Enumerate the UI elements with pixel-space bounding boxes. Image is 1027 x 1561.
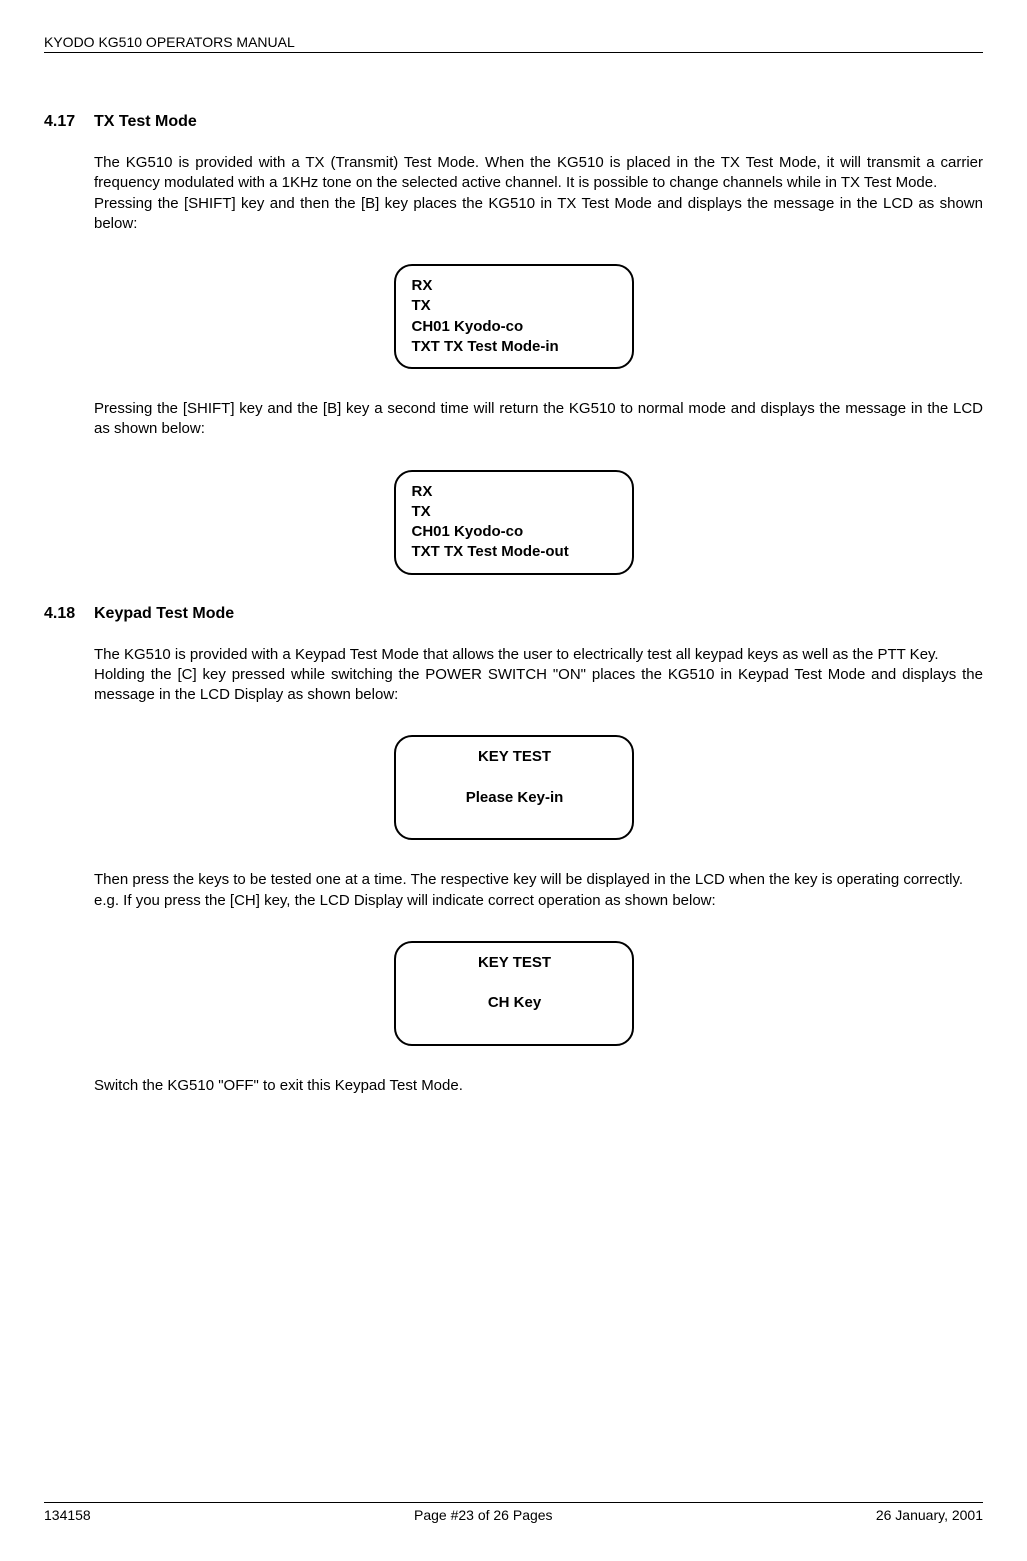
lcd-blank-line — [412, 808, 618, 828]
paragraph: Switch the KG510 "OFF" to exit this Keyp… — [94, 1076, 983, 1096]
lcd-display: RX TX CH01 Kyodo-co TXT TX Test Mode-out — [394, 470, 634, 575]
paragraph-text: Switch the KG510 "OFF" to exit this Keyp… — [94, 1077, 463, 1094]
section-number: 4.17 — [44, 113, 94, 131]
lcd-line: TXT TX Test Mode-out — [412, 542, 618, 562]
lcd-line: KEY TEST — [412, 747, 618, 767]
paragraph: The KG510 is provided with a Keypad Test… — [94, 645, 983, 706]
section-title: Keypad Test Mode — [94, 605, 234, 623]
lcd-line: TX — [412, 296, 618, 316]
paragraph: Then press the keys to be tested one at … — [94, 870, 983, 911]
lcd-line: RX — [412, 276, 618, 296]
lcd-blank-line — [412, 1014, 618, 1034]
footer-doc-id: 134158 — [44, 1507, 91, 1523]
section-heading-418: 4.18 Keypad Test Mode — [44, 605, 983, 623]
lcd-line: RX — [412, 482, 618, 502]
footer-page-number: Page #23 of 26 Pages — [414, 1507, 553, 1523]
footer-row: 134158 Page #23 of 26 Pages 26 January, … — [44, 1507, 983, 1523]
lcd-display: KEY TEST CH Key — [394, 941, 634, 1046]
section-title: TX Test Mode — [94, 113, 197, 131]
paragraph-text: Pressing the [SHIFT] key and the [B] key… — [94, 400, 983, 437]
lcd-line: CH01 Kyodo-co — [412, 317, 618, 337]
lcd-line: CH01 Kyodo-co — [412, 522, 618, 542]
page-content: KYODO KG510 OPERATORS MANUAL 4.17 TX Tes… — [0, 0, 1027, 1096]
paragraph-text: e.g. If you press the [CH] key, the LCD … — [94, 892, 716, 909]
footer-rule — [44, 1502, 983, 1503]
lcd-line: Please Key-in — [412, 788, 618, 808]
lcd-line: TXT TX Test Mode-in — [412, 337, 618, 357]
lcd-blank-line — [412, 973, 618, 993]
lcd-display: KEY TEST Please Key-in — [394, 735, 634, 840]
paragraph: The KG510 is provided with a TX (Transmi… — [94, 153, 983, 234]
paragraph-text: Then press the keys to be tested one at … — [94, 871, 963, 888]
page-footer: 134158 Page #23 of 26 Pages 26 January, … — [44, 1502, 983, 1523]
section-heading-417: 4.17 TX Test Mode — [44, 113, 983, 131]
lcd-display: RX TX CH01 Kyodo-co TXT TX Test Mode-in — [394, 264, 634, 369]
paragraph-text: The KG510 is provided with a Keypad Test… — [94, 646, 939, 663]
paragraph-text: The KG510 is provided with a TX (Transmi… — [94, 154, 983, 191]
header-rule — [44, 52, 983, 53]
page-header: KYODO KG510 OPERATORS MANUAL — [44, 34, 983, 52]
section-number: 4.18 — [44, 605, 94, 623]
lcd-line: KEY TEST — [412, 953, 618, 973]
paragraph: Pressing the [SHIFT] key and the [B] key… — [94, 399, 983, 440]
lcd-line: CH Key — [412, 993, 618, 1013]
paragraph-text: Pressing the [SHIFT] key and then the [B… — [94, 195, 983, 232]
footer-date: 26 January, 2001 — [876, 1507, 983, 1523]
header-title: KYODO KG510 OPERATORS MANUAL — [44, 34, 295, 50]
lcd-line: TX — [412, 502, 618, 522]
lcd-blank-line — [412, 768, 618, 788]
paragraph-text: Holding the [C] key pressed while switch… — [94, 666, 983, 703]
